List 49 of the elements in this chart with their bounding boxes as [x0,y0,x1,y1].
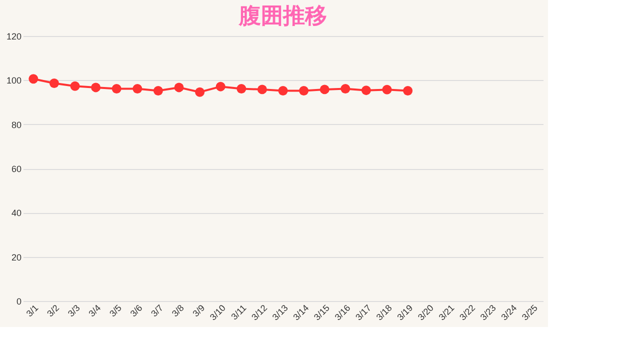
point [236,84,246,94]
point [28,74,38,84]
point [91,82,101,92]
x-tick-label: 3/10 [208,302,228,322]
x-tick-label: 3/19 [395,302,415,322]
x-tick-label: 3/11 [229,302,248,322]
x-tick-label: 3/20 [416,302,436,322]
x-tick-label: 3/1 [24,302,40,319]
point [320,84,330,94]
y-tick-label: 60 [11,164,22,174]
y-tick-label: 100 [6,76,22,86]
point [278,86,288,96]
point [299,86,309,96]
x-tick-label: 3/18 [374,302,394,322]
y-tick-label: 20 [11,252,22,262]
point [382,84,392,94]
x-tick-label: 3/16 [332,302,352,322]
x-tick-label: 3/13 [270,302,290,322]
x-tick-label: 3/23 [478,302,498,322]
point [257,84,267,94]
x-tick-label: 3/22 [458,302,478,322]
x-tick-label: 3/9 [190,302,207,319]
x-tick-label: 3/21 [436,302,456,322]
point [153,86,163,96]
x-tick-label: 3/12 [250,302,270,322]
x-tick-label: 3/8 [170,302,186,319]
x-tick-label: 3/7 [149,302,166,319]
point [49,78,59,88]
y-tick-label: 80 [11,120,22,130]
point [195,87,205,97]
x-tick-label: 3/4 [86,302,103,319]
point [361,86,371,96]
point [112,84,122,94]
point [403,86,413,96]
point [216,82,226,92]
x-tick-label: 3/6 [128,302,144,319]
chart-title: 腹囲推移 [238,4,327,29]
x-tick-label: 3/2 [45,302,62,319]
x-tick-label: 3/14 [291,302,311,322]
point [174,82,184,92]
y-tick-label: 40 [11,208,22,218]
point [340,84,350,94]
y-tick-label: 0 [16,296,22,306]
point [70,81,80,91]
y-tick-label: 120 [6,32,22,42]
point [132,84,142,94]
x-tick-label: 3/5 [108,302,124,319]
x-tick-label: 3/24 [499,302,519,322]
x-tick-label: 3/3 [66,302,82,319]
